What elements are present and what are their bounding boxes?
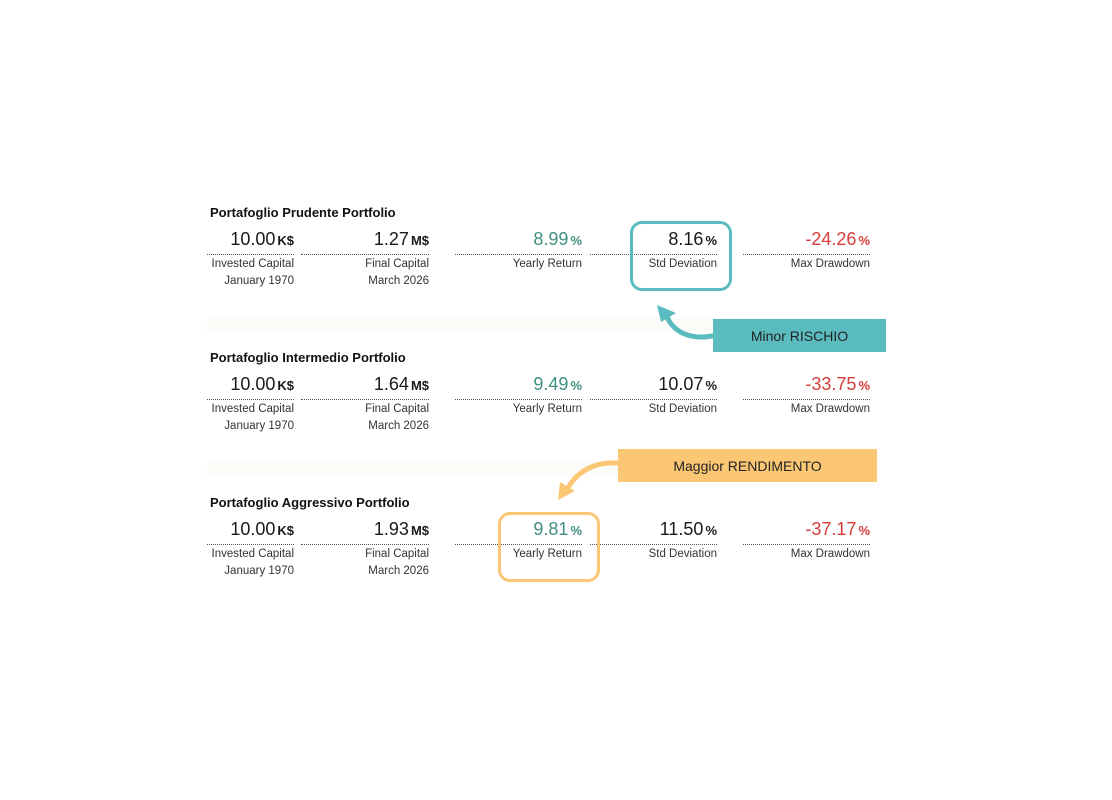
metric-date: January 1970 <box>224 275 294 287</box>
metric-value: 8.16% <box>668 229 717 249</box>
metric-label: Std Deviation <box>648 403 717 415</box>
metric-label: Yearly Return <box>512 258 582 270</box>
std-deviation-highlight <box>630 221 732 291</box>
risk-arrow-icon <box>657 305 715 340</box>
metric-label: Std Deviation <box>648 258 717 270</box>
metric-label: Invested Capital <box>211 258 294 270</box>
portfolio-aggressivo: Portafoglio Aggressivo Portfolio 10.00 K$… <box>0 495 1112 605</box>
portfolio-intermedio: Portafoglio Intermedio Portfolio 10.00 K$… <box>0 350 1112 460</box>
metric-label: Final Capital <box>365 548 429 560</box>
portfolio-title: Portafoglio Prudente Portfolio <box>210 205 396 220</box>
metric-value: 8.99% <box>533 229 582 249</box>
portfolio-title: Portafoglio Aggressivo Portfolio <box>210 495 410 510</box>
metric-value: -24.26% <box>805 229 870 249</box>
metric-label: Yearly Return <box>512 403 582 415</box>
metric-value: 11.50% <box>659 519 717 539</box>
return-callout: Maggior RENDIMENTO <box>618 449 877 482</box>
metric-value: 10.00 K$ <box>230 229 294 249</box>
metric-label: Invested Capital <box>211 403 294 415</box>
metric-label: Max Drawdown <box>790 403 870 415</box>
metric-label: Max Drawdown <box>790 548 870 560</box>
yearly-return-highlight <box>498 512 600 582</box>
risk-callout-text: Minor RISCHIO <box>750 327 849 344</box>
metric-date: January 1970 <box>224 565 294 577</box>
metric-label: Yearly Return <box>512 548 582 560</box>
metric-value: -37.17% <box>805 519 870 539</box>
metric-value: 9.49% <box>533 374 582 394</box>
separator-band <box>207 318 877 332</box>
metric-label: Invested Capital <box>211 548 294 560</box>
portfolio-prudente: Portafoglio Prudente Portfolio 10.00 K$ I… <box>0 205 1112 315</box>
metric-date: March 2026 <box>368 275 429 287</box>
metric-date: January 1970 <box>224 420 294 432</box>
metric-value: 1.27 M$ <box>373 229 429 249</box>
metric-label: Final Capital <box>365 403 429 415</box>
metric-date: March 2026 <box>368 420 429 432</box>
risk-callout: Minor RISCHIO <box>713 319 886 352</box>
metric-value: 1.64 M$ <box>373 374 429 394</box>
metric-value: 10.07% <box>658 374 717 394</box>
metric-value: 10.00 K$ <box>230 374 294 394</box>
metric-value: 10.00 K$ <box>230 519 294 539</box>
metric-value: 1.93 M$ <box>373 519 429 539</box>
metric-date: March 2026 <box>368 565 429 577</box>
return-arrow-icon <box>558 460 620 500</box>
metric-value: -33.75% <box>805 374 870 394</box>
portfolio-title: Portafoglio Intermedio Portfolio <box>210 350 406 365</box>
metric-value: 9.81% <box>533 519 582 539</box>
metric-label: Final Capital <box>365 258 429 270</box>
metric-label: Max Drawdown <box>790 258 870 270</box>
metric-label: Std Deviation <box>648 548 717 560</box>
return-callout-text: Maggior RENDIMENTO <box>673 457 822 474</box>
